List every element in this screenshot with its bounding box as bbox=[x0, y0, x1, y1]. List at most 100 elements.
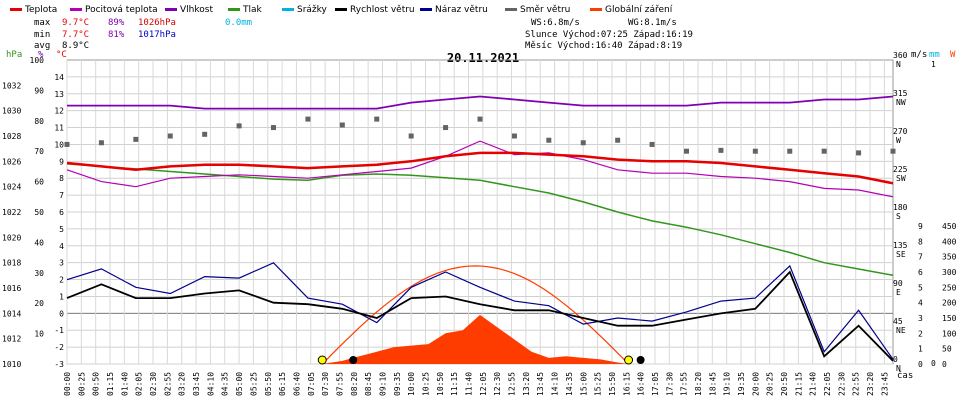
sunset-marker bbox=[624, 355, 634, 365]
x-tick-label: 13:45 bbox=[536, 372, 545, 396]
tick-label-percent: 100 bbox=[30, 56, 45, 65]
tick-label-rain: 1 bbox=[931, 60, 936, 69]
tick-label-temp: 3 bbox=[59, 259, 64, 268]
tick-label-direction: 180 bbox=[893, 203, 908, 212]
tick-label-radiation: 0 bbox=[942, 360, 947, 369]
tick-label-pressure: 1030 bbox=[2, 107, 21, 116]
legend-label: Globální záření bbox=[605, 5, 673, 15]
wind-direction-point bbox=[546, 137, 552, 143]
stat-min-pres: 1017hPa bbox=[138, 30, 176, 40]
tick-label-temp: 12 bbox=[54, 107, 64, 116]
tick-label-radiation: 50 bbox=[942, 345, 952, 354]
x-tick-label: 18:20 bbox=[694, 372, 703, 396]
tick-label-temp: 11 bbox=[54, 124, 64, 133]
x-tick-label: 21:15 bbox=[794, 372, 803, 396]
unit-cas: čas bbox=[897, 370, 913, 381]
legend-swatch bbox=[10, 8, 22, 11]
tick-label-pressure: 1026 bbox=[2, 157, 21, 166]
x-tick-label: 17:55 bbox=[680, 372, 689, 396]
stat-max-pres: 1026hPa bbox=[138, 18, 176, 28]
tick-label-pressure: 1024 bbox=[2, 183, 21, 192]
wind-direction-point bbox=[684, 148, 689, 154]
x-tick-label: 05:00 bbox=[235, 372, 244, 396]
x-tick-label: 03:45 bbox=[192, 372, 201, 396]
x-tick-label: 16:40 bbox=[637, 372, 646, 396]
x-tick-label: 19:35 bbox=[737, 372, 746, 396]
tick-label-temp: -2 bbox=[54, 343, 64, 352]
statistics-block: max 9.7°C 89% 1026hPa 0.0mm min 7.7°C 81… bbox=[34, 18, 693, 51]
stat-sun: Slunce Východ:07:25 Západ:16:19 bbox=[525, 30, 693, 40]
x-tick-label: 00:25 bbox=[77, 372, 86, 396]
x-tick-label: 19:10 bbox=[723, 372, 732, 396]
tick-label-radiation: 350 bbox=[942, 253, 957, 262]
stat-max-rain: 0.0mm bbox=[225, 18, 252, 28]
x-tick-label: 22:30 bbox=[837, 372, 846, 396]
unit-ms: m/s bbox=[911, 50, 927, 60]
x-tick-label: 08:20 bbox=[350, 372, 359, 396]
tick-label-radiation: 300 bbox=[942, 268, 957, 277]
x-tick-label: 12:30 bbox=[493, 372, 502, 396]
feels-like-line bbox=[66, 140, 894, 198]
x-tick-label: 00:00 bbox=[63, 372, 72, 396]
wind-direction-point bbox=[752, 148, 758, 154]
stat-avg-label: avg bbox=[34, 41, 50, 51]
x-tick-label: 14:10 bbox=[551, 372, 560, 396]
stat-max-temp: 9.7°C bbox=[62, 18, 89, 28]
pressure-line bbox=[66, 163, 894, 277]
sun-arc bbox=[321, 265, 630, 365]
x-tick-label: 05:50 bbox=[264, 372, 273, 396]
tick-label-direction-name: W bbox=[896, 136, 901, 145]
x-tick-label: 20:25 bbox=[766, 372, 775, 396]
x-tick-label: 22:55 bbox=[852, 372, 861, 396]
wind-direction-point bbox=[133, 136, 139, 142]
wind-direction-point bbox=[821, 148, 827, 154]
tick-label-direction: 90 bbox=[893, 279, 903, 288]
x-tick-label: 20:00 bbox=[751, 372, 760, 396]
wind-direction-point bbox=[64, 141, 70, 147]
x-tick-label: 15:50 bbox=[608, 372, 617, 396]
x-tick-label: 06:15 bbox=[278, 372, 287, 396]
stat-avg-temp: 8.9°C bbox=[62, 41, 89, 51]
tick-label-radiation: 250 bbox=[942, 283, 957, 292]
legend-label: Vlhkost bbox=[180, 5, 213, 15]
tick-label-pressure: 1028 bbox=[2, 132, 21, 141]
tick-label-percent: 30 bbox=[34, 269, 44, 278]
stat-max-label: max bbox=[34, 18, 51, 28]
tick-label-wind: 6 bbox=[918, 268, 923, 277]
x-tick-label: 15:00 bbox=[579, 372, 588, 396]
axes: -3-2-10123456789101112131410101012101410… bbox=[2, 51, 957, 373]
tick-label-temp: 6 bbox=[59, 208, 64, 217]
x-tick-label: 20:50 bbox=[780, 372, 789, 396]
tick-label-wind: 3 bbox=[918, 314, 923, 323]
tick-label-wind: 2 bbox=[918, 329, 923, 338]
radiation-area bbox=[321, 314, 628, 364]
tick-label-rain: 0 bbox=[931, 359, 936, 368]
tick-label-pressure: 1014 bbox=[2, 309, 21, 318]
tick-label-percent: 90 bbox=[34, 86, 44, 95]
tick-label-direction-name: NW bbox=[896, 98, 906, 107]
x-tick-label: 09:35 bbox=[393, 372, 402, 396]
tick-label-direction: 270 bbox=[893, 127, 908, 136]
tick-label-temp: 0 bbox=[59, 309, 64, 318]
x-tick-label: 11:15 bbox=[450, 372, 459, 396]
tick-label-direction: 45 bbox=[893, 317, 903, 326]
tick-label-pressure: 1022 bbox=[2, 208, 21, 217]
x-tick-label: 03:20 bbox=[178, 372, 187, 396]
tick-label-temp: 5 bbox=[59, 225, 64, 234]
legend-swatch bbox=[505, 8, 517, 11]
tick-label-wind: 8 bbox=[918, 237, 923, 246]
unit-percent: % bbox=[38, 50, 44, 60]
chart-title: 20.11.2021 bbox=[447, 51, 519, 65]
tick-label-percent: 70 bbox=[34, 147, 44, 156]
wind-direction-point bbox=[339, 122, 345, 128]
tick-label-wind: 7 bbox=[918, 253, 923, 262]
x-tick-label: 07:05 bbox=[307, 372, 316, 396]
wind-direction-point bbox=[271, 125, 276, 131]
wind-direction-point bbox=[408, 133, 414, 139]
x-tick-label: 10:50 bbox=[436, 372, 445, 396]
wind-direction-point bbox=[580, 140, 586, 146]
x-tick-label: 02:05 bbox=[135, 372, 144, 396]
stat-max-hum: 89% bbox=[108, 18, 125, 28]
